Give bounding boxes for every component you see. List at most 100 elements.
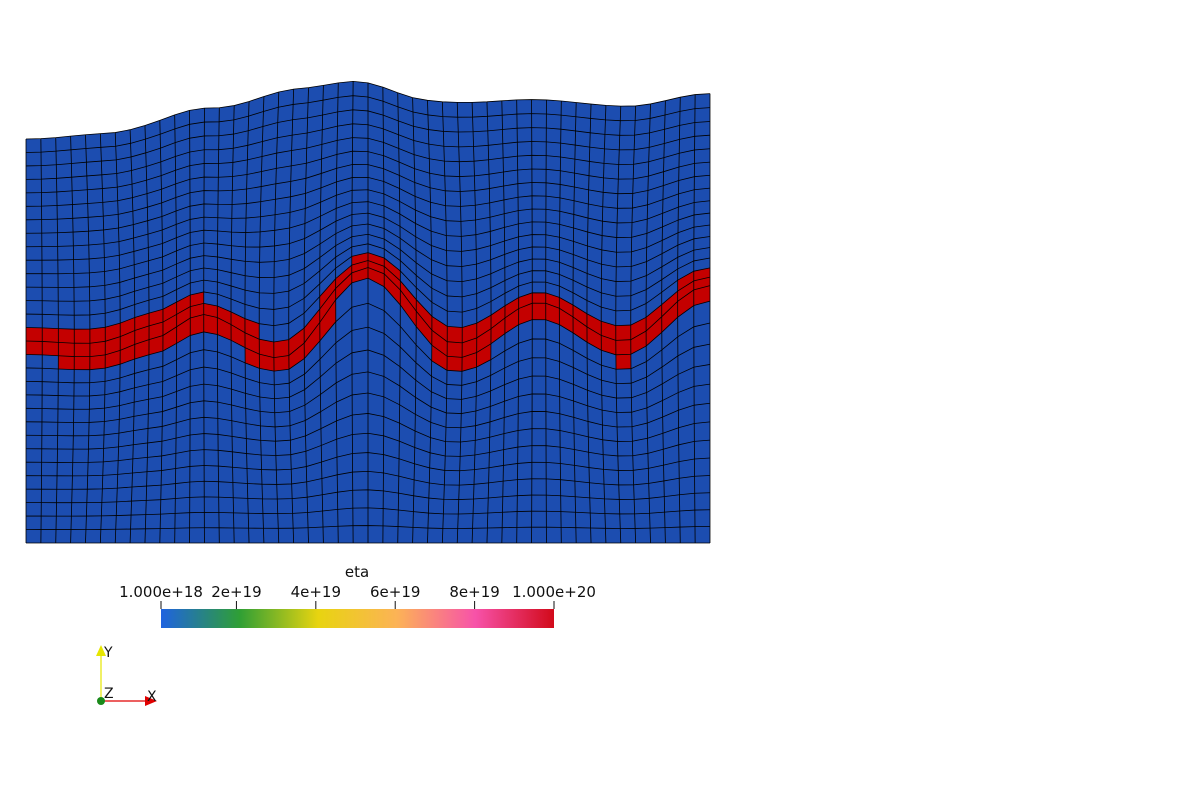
mesh-column-line [630,105,637,544]
mesh-column-line [129,129,136,544]
layer-cell [532,292,546,304]
competent-layer [26,252,710,372]
layer-cell [288,343,305,370]
layer-cell [162,314,177,336]
layer-cell [58,342,75,357]
layer-cell [26,341,43,355]
layer-cell [545,303,560,325]
layer-cell [400,290,417,327]
mesh-column-line [273,91,280,544]
layer-cell [203,303,218,318]
layer-cell [89,327,106,344]
mesh-column-line [203,108,205,544]
colorbar-title: eta [345,563,369,581]
mesh-column-line [545,99,547,544]
layer-cell [504,308,519,334]
layer-cell [586,313,602,336]
layer-cell [304,322,320,359]
mesh-column-line [645,103,651,544]
layer-cell [462,323,477,343]
mesh-column-line [230,105,235,544]
layer-cell [259,354,275,372]
mesh-column-line [258,96,265,544]
layer-cell [661,291,678,317]
layer-cell [42,341,59,356]
mesh-column-line [661,100,666,544]
layer-cell [462,337,477,358]
colorbar-tick-label: 8e+19 [449,583,499,601]
layer-cell [630,330,647,355]
layer-cell [384,258,401,281]
mesh-column-line [99,133,106,544]
x-axis-label: X [147,689,157,705]
layer-cell [601,321,616,341]
layer-cell [384,273,401,305]
layer-cell [120,344,135,365]
layer-cell [615,339,631,355]
layer-cell [134,339,150,359]
mesh-column-line [174,114,178,544]
layer-cell [518,303,533,325]
layer-cell [677,280,694,302]
layer-cell [149,309,163,326]
y-axis-arrowhead [96,645,106,656]
layer-cell [447,326,463,343]
mesh-column-line [216,107,220,544]
mesh-column-line [486,101,492,544]
layer-cell [646,316,662,347]
layer-cell [176,306,191,327]
mesh-column-line [677,97,681,544]
layer-cell [319,278,336,310]
layer-cell [26,327,43,342]
layer-cell [646,304,662,331]
layer-cell [601,335,616,355]
layer-cell [319,299,336,341]
colorbar-bar [161,609,554,628]
mesh-grid-lines [25,80,711,544]
mesh-column-line [382,87,385,544]
mesh-column-line [335,82,339,544]
colorbar-tick-label: 6e+19 [370,583,420,601]
layer-cell [149,322,163,340]
layer-cell [319,288,336,323]
mesh-column-line [397,92,401,544]
layer-cell [74,343,90,357]
layer-cell [661,301,678,333]
layer-cell [273,355,289,372]
layer-cell [431,330,448,357]
mesh-column-line [189,110,191,544]
layer-cell [259,339,274,358]
mesh-column-line [144,125,150,544]
colorbar-tick-label: 1.000e+18 [119,583,203,601]
layer-cell [559,297,574,317]
layer-cell [203,314,218,335]
mesh-column-line [55,137,59,544]
mesh-column-line [471,102,478,544]
layer-cell [491,305,505,329]
colorbar-tick-label: 4e+19 [291,583,341,601]
mesh-column-line [456,102,463,544]
layer-cell [384,266,401,291]
mesh-column-line [159,120,164,544]
layer-cell [134,313,150,331]
layer-cell [490,317,505,344]
mesh-column-line [693,94,696,544]
colorbar-tick-label: 1.000e+20 [512,583,596,601]
layer-cell [615,354,631,370]
mesh-column-line [531,99,533,544]
colorbar: eta 1.000e+18 2e+19 4e+19 6e+19 8e+19 1.000e+… [119,563,596,628]
layer-cell [518,292,533,309]
layer-cell [559,308,574,333]
y-axis-label: Y [103,645,113,661]
layer-cell [416,311,432,346]
layer-cell [335,272,352,300]
layer-cell [476,315,492,338]
layer-cell [573,316,588,343]
layer-cell [105,336,121,355]
layer-cell [400,280,417,312]
layer-cell [615,325,631,341]
mesh-column-line [288,89,295,544]
layer-cell [677,271,694,292]
layer-cell [368,252,385,267]
